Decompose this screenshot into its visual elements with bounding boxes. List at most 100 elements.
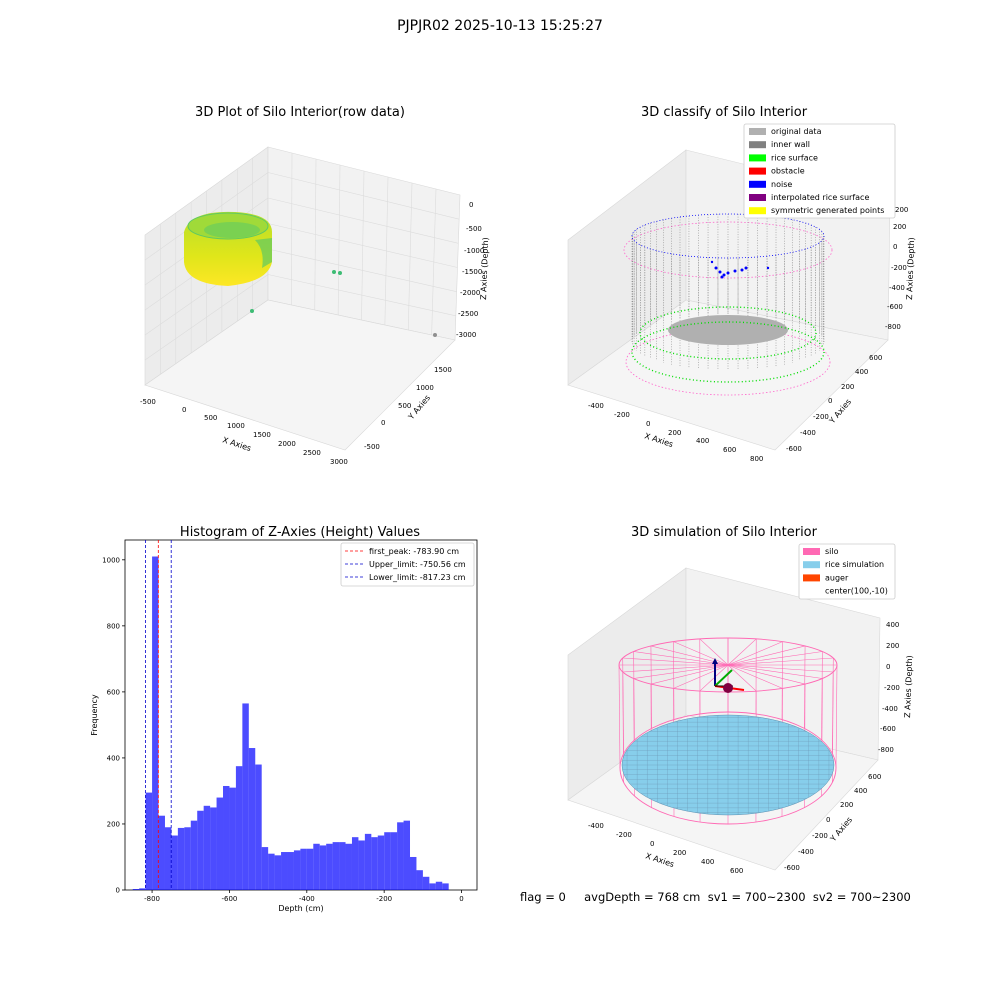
legend-swatch — [749, 128, 766, 135]
simulation-ztick: -400 — [882, 705, 898, 713]
raw-panes — [144, 146, 461, 451]
raw-xtick: 1500 — [253, 431, 271, 439]
classify-ytick: 600 — [869, 354, 882, 362]
histogram-bar — [397, 822, 404, 890]
classify-panes — [567, 149, 891, 451]
legend-swatch — [803, 574, 820, 582]
classify-panel: 3D classify of Silo Interior original da… — [567, 105, 916, 463]
raw-ztick: -2500 — [458, 310, 478, 318]
simulation-xtick: 400 — [701, 858, 714, 866]
simulation-auger — [712, 658, 745, 693]
histogram-bar — [229, 787, 236, 890]
histogram-bar — [242, 703, 249, 890]
histogram-bar — [190, 820, 198, 890]
classify-ytick: -600 — [786, 445, 802, 453]
histogram-bar — [332, 842, 340, 890]
simulation-xtick: 200 — [673, 849, 686, 857]
histogram-bar — [132, 889, 140, 890]
histogram-bar — [410, 856, 417, 890]
histogram-bar — [164, 827, 172, 890]
histogram-bar — [384, 832, 391, 890]
histogram-bar — [255, 764, 262, 890]
histogram-bar — [287, 852, 294, 890]
histogram-xtick: -800 — [144, 895, 160, 903]
classify-ztick: -800 — [885, 323, 901, 331]
simulation-ztick: -200 — [884, 684, 900, 692]
raw-xlabel: X Axies — [221, 435, 252, 453]
histogram-bar — [158, 815, 165, 890]
legend-swatch — [749, 154, 766, 162]
classify-ytick: 400 — [855, 368, 868, 376]
histogram-xtick: -600 — [221, 895, 237, 903]
legend-label: interpolated rice surface — [771, 193, 869, 202]
raw-outlier-points — [250, 270, 437, 337]
histogram-legend-label: first_peak: -783.90 cm — [369, 547, 459, 556]
legend-label: rice surface — [771, 153, 818, 162]
simulation-ztick: -800 — [878, 746, 894, 754]
histogram-bar — [351, 837, 359, 890]
simulation-xtick: 0 — [650, 840, 654, 848]
raw-xtick: 0 — [182, 406, 186, 414]
legend-label: symmetric generated points — [771, 206, 884, 215]
legend-label: center(100,-10) — [825, 587, 888, 596]
histogram-bar — [293, 850, 301, 890]
raw-xtick: 2000 — [278, 440, 296, 448]
histogram-bar — [313, 843, 320, 890]
simulation-silo — [618, 637, 838, 825]
raw-ytick: 1000 — [416, 384, 434, 392]
histogram-xtick: 0 — [459, 895, 463, 903]
raw-ytick: 500 — [398, 402, 411, 410]
classify-xtick: -200 — [614, 411, 630, 419]
simulation-ytick: 400 — [854, 787, 867, 795]
histogram-bar — [261, 847, 269, 890]
classify-zlabel: Z Axies (Depth) — [905, 237, 916, 300]
simulation-ytick: -200 — [812, 832, 828, 840]
raw-ytick: -500 — [364, 443, 380, 451]
histogram-bar — [300, 848, 307, 890]
histogram-bar — [403, 820, 411, 890]
classify-ztick: 0 — [893, 243, 897, 251]
simulation-title: 3D simulation of Silo Interior — [631, 525, 818, 540]
histogram-legend: first_peak: -783.90 cm Upper_limit: -750.… — [340, 542, 475, 587]
raw-ytick: 1500 — [434, 366, 452, 374]
histogram-bar — [274, 855, 282, 890]
legend-swatch — [749, 141, 766, 149]
raw-zlabel: Z Axies (Depth) — [479, 237, 490, 300]
histogram-bar — [223, 785, 230, 890]
histogram-bar — [364, 833, 372, 890]
raw-panel: 3D Plot of Silo Interior(row data) — [140, 105, 490, 466]
simulation-legend: silo rice simulation auger center(100,-10) — [798, 543, 896, 600]
histogram-bar — [268, 853, 275, 890]
histogram-bar — [281, 852, 288, 890]
simulation-xtick: 600 — [730, 867, 743, 875]
histogram-bar — [416, 870, 423, 890]
legend-label: noise — [771, 180, 792, 189]
simulation-ytick: -600 — [784, 864, 800, 872]
legend-label: obstacle — [771, 167, 805, 176]
classify-title: 3D classify of Silo Interior — [641, 105, 808, 120]
legend-swatch — [749, 167, 766, 175]
classify-xtick: 600 — [723, 446, 736, 454]
histogram-bar — [390, 832, 398, 890]
histogram-bar — [197, 810, 204, 890]
histogram-xlabel: Depth (cm) — [278, 904, 323, 913]
histogram-ytick: 1000 — [102, 556, 120, 564]
raw-ztick: -1000 — [464, 247, 484, 255]
simulation-ztick: 200 — [886, 642, 899, 650]
histogram-bar — [306, 848, 314, 890]
classify-xtick: 200 — [668, 429, 681, 437]
histogram-ytick: 200 — [107, 820, 120, 828]
histogram-bar — [139, 888, 146, 890]
raw-xtick: 500 — [204, 414, 217, 422]
raw-ztick: 0 — [469, 201, 473, 209]
histogram-bar — [429, 883, 436, 890]
classify-ytick: -200 — [813, 413, 829, 421]
classify-ytick: 200 — [841, 383, 854, 391]
histogram-legend-label: Upper_limit: -750.56 cm — [369, 560, 466, 569]
legend-swatch — [749, 194, 766, 201]
histogram-bar — [248, 748, 256, 890]
simulation-xlabel: X Axies — [644, 851, 675, 869]
status-line: flag = 0 avgDepth = 768 cm sv1 = 700~230… — [520, 890, 911, 904]
raw-ytick: 0 — [381, 419, 385, 427]
